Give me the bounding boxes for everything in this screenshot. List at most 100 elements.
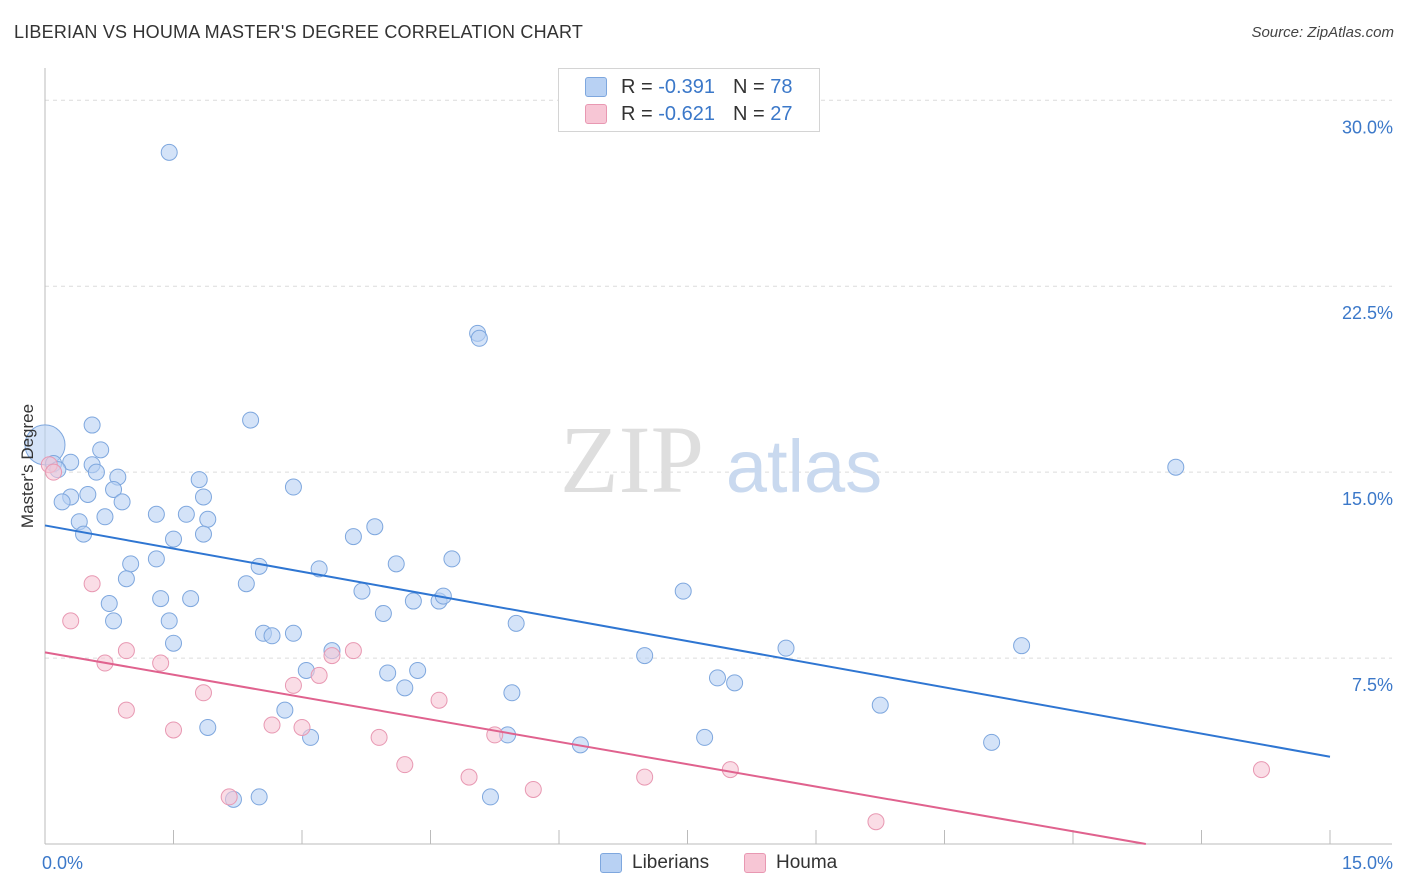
- houma-point: [460, 768, 478, 786]
- liberians-point: [344, 528, 362, 546]
- liberians-point: [83, 416, 101, 434]
- series-label-houma: Houma: [776, 852, 838, 873]
- houma-point: [636, 768, 654, 786]
- y-tick-label: 22.5%: [1342, 303, 1393, 323]
- liberians-point: [696, 728, 714, 746]
- liberians-point: [92, 441, 110, 459]
- legend-r-value: -0.391: [658, 75, 715, 98]
- liberians-point: [87, 463, 105, 481]
- legend-r-label: R =: [621, 75, 653, 98]
- legend-r-value: -0.621: [658, 102, 715, 125]
- houma-point: [45, 463, 63, 481]
- houma-point: [1252, 761, 1270, 779]
- houma-point: [721, 761, 739, 779]
- series-swatch-houma: [744, 853, 766, 873]
- houma-point: [323, 647, 341, 665]
- houma-point: [165, 721, 182, 739]
- legend-swatch-houma: [585, 104, 607, 124]
- houma-point: [370, 728, 388, 746]
- houma-point: [62, 612, 80, 630]
- series-legend-houma[interactable]: Houma: [744, 852, 837, 874]
- series-legend-liberians[interactable]: Liberians: [600, 852, 709, 874]
- liberians-point: [366, 518, 384, 536]
- liberians-point: [53, 493, 71, 511]
- legend-swatch-liberians: [585, 77, 607, 97]
- liberians-point: [199, 510, 217, 528]
- liberians-point: [708, 669, 726, 687]
- y-axis-label: Master's Degree: [18, 403, 37, 529]
- legend-n-value: 27: [770, 102, 793, 125]
- liberians-point: [182, 590, 200, 608]
- liberians-point: [404, 592, 422, 610]
- houma-point: [220, 788, 238, 806]
- y-tick-label: 15.0%: [1342, 489, 1393, 509]
- houma-point: [152, 654, 170, 672]
- legend-n-label: N =: [732, 102, 765, 125]
- legend-n-value: 78: [770, 75, 793, 98]
- liberians-point: [105, 612, 123, 630]
- y-tick-label: 30.0%: [1342, 117, 1393, 137]
- liberians-point: [194, 488, 212, 506]
- liberians-point: [387, 555, 405, 573]
- liberians-point: [250, 557, 268, 575]
- liberians-point: [79, 485, 97, 503]
- liberians-point: [147, 550, 165, 568]
- liberians-point: [726, 674, 744, 692]
- series-swatch-liberians: [600, 853, 622, 873]
- liberians-point: [284, 624, 302, 642]
- liberians-point: [237, 575, 255, 593]
- liberians-point: [62, 453, 80, 471]
- legend-r-label: R =: [621, 102, 653, 125]
- correlation-legend: R = -0.391 N = 78 R = -0.621 N = 27: [558, 68, 820, 132]
- legend-row-houma: R = -0.621 N = 27: [585, 101, 792, 127]
- liberians-point: [503, 684, 521, 702]
- liberians-point: [379, 664, 397, 682]
- liberians-point: [871, 696, 889, 714]
- liberians-point: [160, 612, 178, 630]
- liberians-point: [250, 788, 268, 806]
- liberians-point: [443, 550, 461, 568]
- liberians-point: [113, 493, 131, 511]
- x-tick-label: 0.0%: [42, 853, 83, 873]
- liberians-point: [1013, 637, 1031, 655]
- liberians-point: [507, 614, 525, 632]
- liberians-point: [122, 555, 140, 573]
- liberians-point: [263, 627, 281, 645]
- legend-row-liberians: R = -0.391 N = 78: [585, 74, 792, 100]
- liberians-trend-line: [44, 524, 1331, 758]
- houma-point: [867, 813, 885, 831]
- liberians-point: [117, 570, 135, 588]
- houma-point: [524, 780, 542, 798]
- liberians-point: [374, 604, 392, 622]
- liberians-point: [105, 481, 123, 499]
- liberians-point: [199, 718, 217, 736]
- houma-point: [293, 718, 311, 736]
- houma-point: [83, 575, 101, 593]
- liberians-point: [177, 505, 195, 523]
- houma-point: [396, 756, 414, 774]
- liberians-point: [396, 679, 414, 697]
- houma-trend-line: [44, 651, 1146, 845]
- series-legend: Liberians Houma: [0, 852, 1406, 880]
- liberians-point: [777, 639, 795, 657]
- source-label: Source: ZipAtlas.com: [1251, 24, 1394, 41]
- chart-title: LIBERIAN VS HOUMA MASTER'S DEGREE CORREL…: [14, 22, 584, 42]
- liberians-point: [165, 634, 182, 652]
- liberians-point: [152, 590, 170, 608]
- liberians-point: [284, 478, 302, 496]
- houma-point: [117, 701, 135, 719]
- liberians-point: [276, 701, 294, 719]
- liberians-point: [481, 788, 499, 806]
- liberians-point: [636, 647, 654, 665]
- liberians-point: [100, 595, 118, 613]
- liberians-point: [470, 329, 488, 347]
- watermark-atlas: atlas: [726, 425, 882, 508]
- houma-point: [344, 642, 362, 660]
- liberians-point: [165, 530, 182, 548]
- y-tick-label: 7.5%: [1352, 675, 1393, 695]
- liberians-point: [160, 143, 178, 161]
- legend-n-label: N =: [732, 75, 765, 98]
- liberians-point: [96, 508, 114, 526]
- series-label-liberians: Liberians: [632, 852, 710, 873]
